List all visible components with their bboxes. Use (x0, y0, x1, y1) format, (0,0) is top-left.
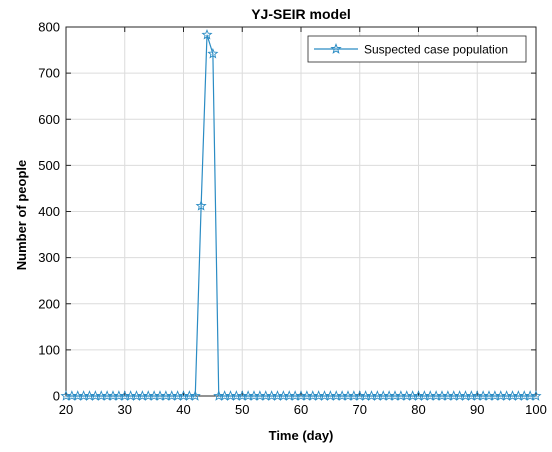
y-tick-label: 200 (38, 296, 60, 311)
y-tick-label: 300 (38, 250, 60, 265)
y-axis-label: Number of people (14, 160, 29, 271)
x-tick-label: 20 (59, 402, 73, 417)
x-tick-label: 100 (525, 402, 547, 417)
data-point (201, 29, 213, 40)
y-axis: 0 100 200 300 400 500 600 700 800 (38, 20, 536, 404)
legend-entry-label: Suspected case population (364, 43, 508, 57)
data-point (530, 390, 542, 401)
y-tick-label: 400 (38, 204, 60, 219)
data-point (189, 390, 201, 401)
y-tick-label: 0 (53, 389, 60, 404)
data-point (195, 200, 207, 211)
legend: Suspected case population (307, 35, 527, 63)
y-tick-label: 600 (38, 112, 60, 127)
y-tick-label: 700 (38, 66, 60, 81)
y-tick-label: 500 (38, 158, 60, 173)
x-axis-label: Time (day) (269, 428, 334, 443)
legend-star-marker (330, 43, 342, 54)
x-tick-label: 60 (294, 402, 308, 417)
x-tick-label: 30 (118, 402, 132, 417)
x-tick-label: 80 (411, 402, 425, 417)
x-tick-label: 70 (353, 402, 367, 417)
y-tick-label: 100 (38, 342, 60, 357)
chart-title: YJ-SEIR model (251, 6, 351, 22)
x-tick-label: 90 (470, 402, 484, 417)
x-axis: 20 30 40 50 60 70 80 90 100 (59, 27, 547, 417)
grid (65, 26, 537, 397)
x-tick-label: 50 (235, 402, 249, 417)
series-layer (60, 29, 542, 401)
y-tick-label: 800 (38, 20, 60, 35)
data-point (207, 47, 219, 59)
x-tick-label: 40 (176, 402, 190, 417)
